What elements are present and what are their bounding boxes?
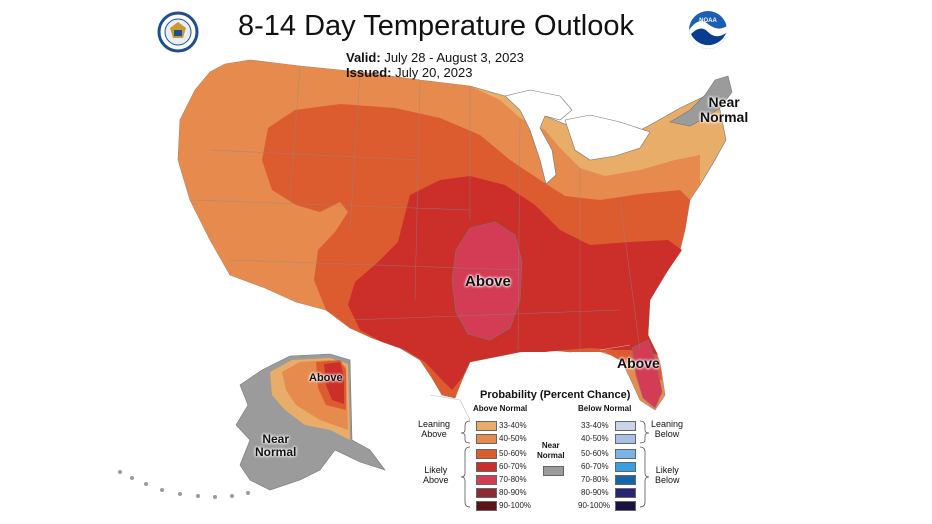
near-normal-ne-label: Near Normal [700, 95, 748, 124]
leaning-below-line2: Below [654, 429, 680, 440]
above-alaska-label: Above [309, 372, 343, 384]
below-range-80-90: 80-90% [581, 488, 609, 497]
below-range-50-60: 50-60% [581, 449, 609, 458]
above-swatch-90-100 [476, 501, 497, 511]
new-england-near-normal [669, 75, 733, 127]
near-normal-ne-line1: Near [708, 94, 740, 110]
legend-above-header: Above Normal [473, 404, 528, 413]
commerce-seal-logo [157, 11, 199, 53]
above-range-40-50: 40-50% [499, 434, 527, 443]
near-normal-ne-line2: Normal [700, 108, 749, 125]
legend-title: Probability (Percent Chance) [480, 389, 631, 401]
above-swatch-33-40 [476, 421, 497, 431]
issued-value: July 20, 2023 [395, 65, 473, 80]
likely-above-line2: Above [423, 475, 449, 486]
above-swatch-80-90 [476, 488, 497, 498]
below-swatch-60-70 [615, 462, 636, 472]
svg-text:NOAA: NOAA [699, 18, 717, 24]
below-swatch-70-80 [615, 475, 636, 485]
valid-value: July 28 - August 3, 2023 [384, 50, 524, 65]
conus-70-80-central [451, 221, 523, 341]
below-swatch-80-90 [615, 488, 636, 498]
above-range-70-80: 70-80% [499, 475, 527, 484]
below-swatch-40-50 [615, 434, 636, 444]
likely-below-line2: Below [655, 475, 680, 486]
conus-70-80-florida [631, 339, 663, 409]
leaning-below-label: Leaning Below [651, 419, 683, 440]
legend-below-header: Below Normal [578, 404, 632, 413]
below-swatch-90-100 [615, 501, 636, 511]
issued-label: Issued: [346, 65, 392, 80]
below-range-33-40: 33-40% [581, 421, 609, 430]
near-normal-swatch [543, 466, 564, 476]
aleutian-islands [118, 470, 250, 499]
below-swatch-33-40 [615, 421, 636, 431]
noaa-logo: NOAA [689, 11, 727, 49]
above-florida-label: Above [617, 355, 660, 371]
likely-below-label: Likely Below [655, 465, 680, 486]
below-swatch-50-60 [615, 449, 636, 459]
above-range-50-60: 50-60% [499, 449, 527, 458]
above-swatch-70-80 [476, 475, 497, 485]
above-swatch-60-70 [476, 462, 497, 472]
valid-label: Valid: [346, 50, 381, 65]
below-range-70-80: 70-80% [581, 475, 609, 484]
near-normal-legend-line2: Normal [537, 450, 565, 460]
great-lakes [504, 89, 651, 185]
near-normal-legend-line1: Near [541, 441, 560, 450]
issued-date: Issued: July 20, 2023 [346, 65, 472, 80]
page-title: 8-14 Day Temperature Outlook [238, 10, 635, 42]
likely-above-label: Likely Above [423, 465, 449, 486]
leaning-above-line2: Above [421, 429, 447, 440]
near-normal-legend-label: Near Normal [537, 441, 565, 460]
alaska-60-70 [324, 362, 344, 404]
near-normal-ak-line2: Normal [255, 444, 297, 459]
state-boundaries [189, 65, 641, 351]
above-swatch-40-50 [476, 434, 497, 444]
above-range-90-100: 90-100% [499, 501, 532, 510]
leaning-above-label: Leaning Above [418, 419, 450, 440]
likely-below-line1: Likely [655, 465, 679, 475]
valid-dates: Valid: July 28 - August 3, 2023 [346, 50, 524, 65]
leaning-below-line1: Leaning [651, 419, 684, 429]
likely-above-line1: Likely [424, 465, 448, 475]
leaning-above-line1: Leaning [418, 419, 451, 429]
above-swatch-50-60 [476, 449, 497, 459]
above-range-80-90: 80-90% [499, 488, 527, 497]
near-normal-ak-label: Near Normal [255, 433, 296, 458]
below-range-60-70: 60-70% [581, 462, 609, 471]
above-range-60-70: 60-70% [499, 462, 527, 471]
below-range-90-100: 90-100% [578, 501, 611, 510]
above-range-33-40: 33-40% [499, 421, 527, 430]
below-range-40-50: 40-50% [581, 434, 609, 443]
legend-braces [460, 420, 650, 508]
near-normal-ak-line1: Near [262, 432, 290, 446]
above-central-label: Above [465, 273, 511, 290]
